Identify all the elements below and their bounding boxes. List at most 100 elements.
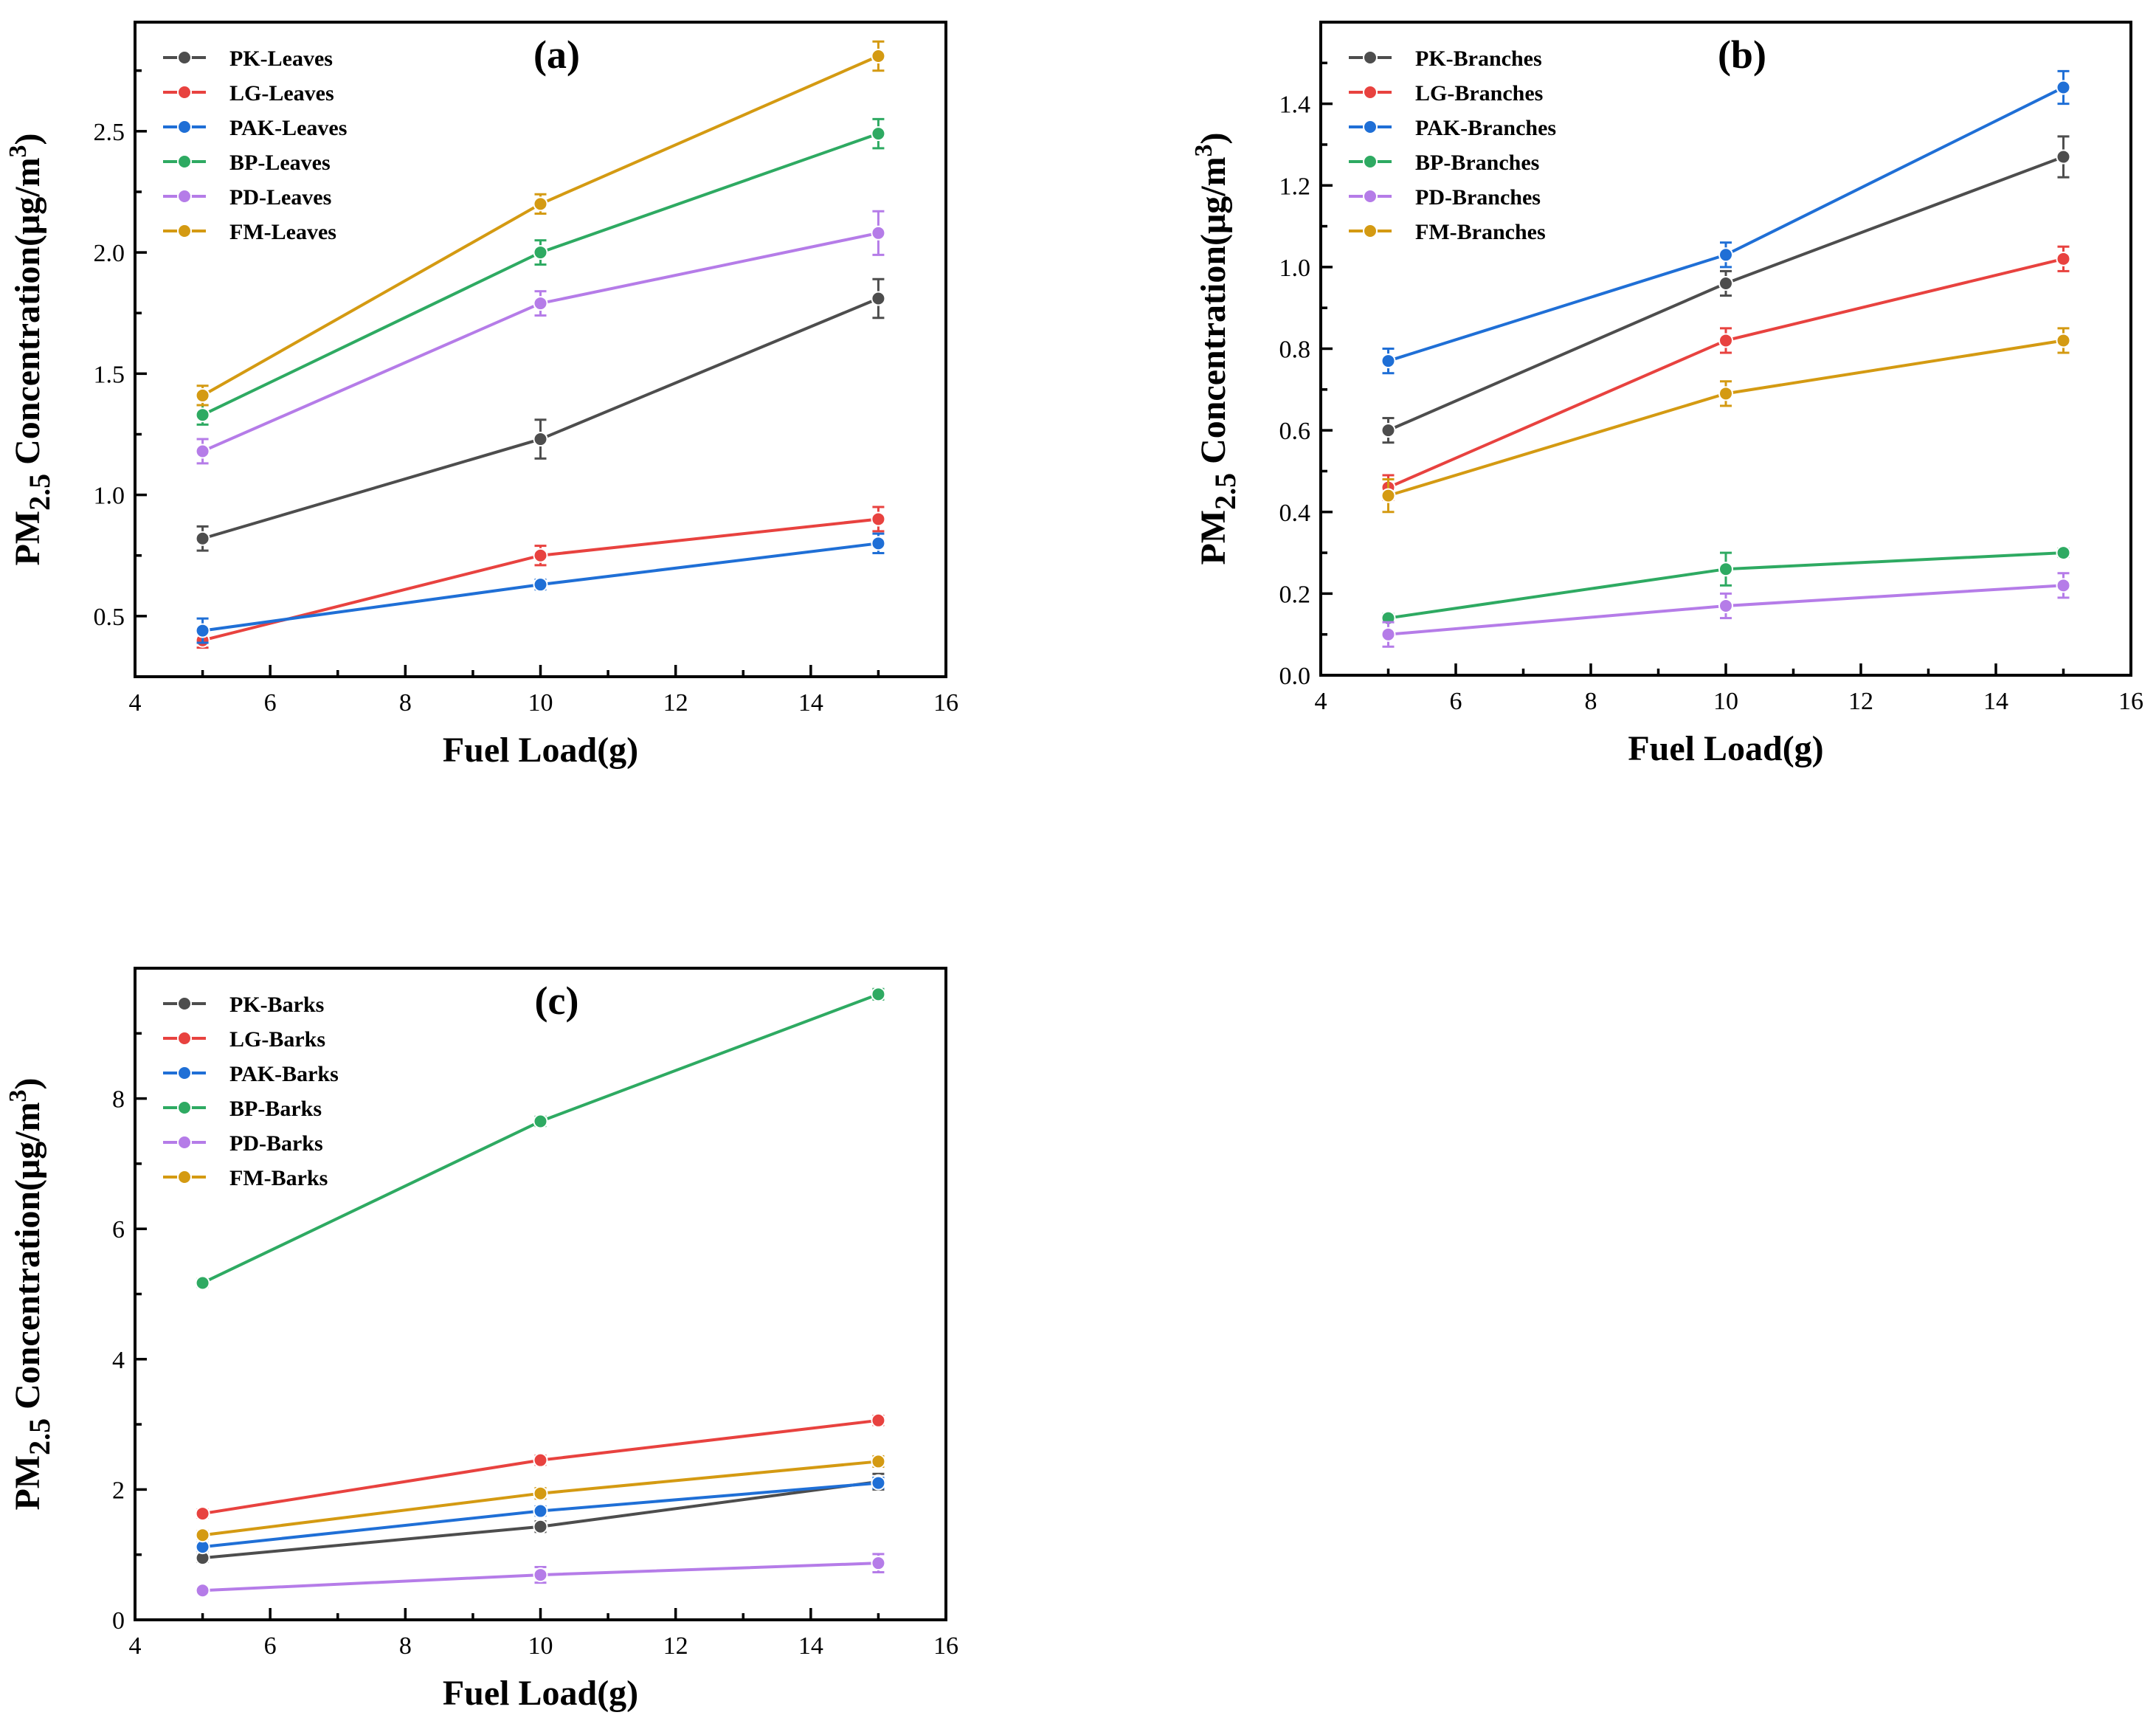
legend-marker xyxy=(1363,189,1378,204)
y-axis-title-superscript: 3 xyxy=(1190,144,1217,156)
panel-b: 4 6 8 10 12 14 16 0.0 0.2 0.4 0.6 0.8 1.0 1.2 1.4 Fuel … xyxy=(1190,21,2143,768)
data-point xyxy=(533,296,548,311)
y-tick-label: 4 xyxy=(112,1347,125,1374)
data-point xyxy=(533,1567,548,1583)
x-tick-label: 6 xyxy=(264,1632,277,1660)
legend-marker xyxy=(1363,85,1378,100)
legend-label: LG-Leaves xyxy=(229,81,334,106)
legend-label: PAK-Barks xyxy=(229,1062,339,1086)
x-tick-label: 14 xyxy=(798,1632,823,1660)
y-tick-label: 0.0 xyxy=(1279,663,1311,690)
y-axis-title-close: ) xyxy=(8,1077,47,1089)
legend-marker xyxy=(1363,224,1378,238)
data-point xyxy=(533,577,548,593)
y-tick-label: 0.5 xyxy=(94,604,125,631)
legend-label: LG-Branches xyxy=(1415,81,1543,106)
data-point xyxy=(871,291,886,306)
y-axis-title-close: ) xyxy=(1194,132,1233,144)
data-point xyxy=(2056,578,2071,593)
data-point xyxy=(1718,386,1733,401)
x-tick-label: 10 xyxy=(528,1632,553,1660)
legend-label: PD-Leaves xyxy=(229,185,331,210)
x-tick-label: 8 xyxy=(1585,688,1597,715)
y-tick-label: 0.8 xyxy=(1279,337,1311,364)
y-tick-label: 1.5 xyxy=(94,361,125,388)
series-pd-barks xyxy=(195,1553,886,1598)
series-line xyxy=(1387,339,2064,497)
series-pak-branches xyxy=(1381,69,2071,375)
x-axis-title: Fuel Load(g) xyxy=(1628,729,1823,768)
x-tick-label: 8 xyxy=(399,1632,412,1660)
x-tick-label: 16 xyxy=(2118,688,2143,715)
data-point xyxy=(871,126,886,142)
y-tick-label: 1.0 xyxy=(1279,255,1311,282)
y-tick-label: 1.0 xyxy=(94,483,125,510)
data-point xyxy=(871,48,886,63)
series-fm-branches xyxy=(1381,327,2071,514)
panel-a: 4 6 8 10 12 14 16 0.5 1.0 1.5 2.0 2.5 Fuel Load(g) PM… xyxy=(4,21,958,770)
x-tick-label: 12 xyxy=(1848,688,1873,715)
y-axis-title-rest: Concentration(μg/m xyxy=(1194,156,1233,473)
x-tick-label: 4 xyxy=(129,1632,142,1660)
y-axis-title-superscript: 3 xyxy=(4,145,32,157)
series-bp-barks xyxy=(195,987,886,1291)
y-axis-title-main: PM xyxy=(8,511,47,566)
data-point xyxy=(195,1506,210,1522)
y-tick-label: 2.5 xyxy=(94,119,125,146)
legend-label: FM-Barks xyxy=(229,1166,328,1190)
legend-label: FM-Leaves xyxy=(229,220,336,244)
data-point xyxy=(871,1454,886,1469)
data-point xyxy=(1381,353,1396,369)
legend-label: PAK-Branches xyxy=(1415,116,1556,140)
y-tick-label: 8 xyxy=(112,1086,125,1114)
data-point xyxy=(871,225,886,241)
data-point xyxy=(195,531,210,546)
x-tick-label: 6 xyxy=(1450,688,1462,715)
data-point xyxy=(871,987,886,1002)
legend-label: FM-Branches xyxy=(1415,220,1546,244)
y-axis-title-superscript: 3 xyxy=(4,1089,32,1102)
data-point xyxy=(871,536,886,551)
x-tick-label: 10 xyxy=(1713,688,1738,715)
x-tick-label: 10 xyxy=(528,689,553,717)
y-tick-label: 2 xyxy=(112,1477,125,1504)
series-line xyxy=(201,132,880,417)
x-axis-title: Fuel Load(g) xyxy=(443,1674,638,1713)
legend-label: PK-Branches xyxy=(1415,46,1542,71)
data-point xyxy=(871,1556,886,1571)
legend-label: PD-Barks xyxy=(229,1131,323,1156)
data-point xyxy=(533,1503,548,1519)
legend-marker xyxy=(177,996,192,1011)
data-point xyxy=(1381,488,1396,503)
legend-marker xyxy=(177,120,192,134)
series-fm-barks xyxy=(195,1454,886,1543)
legend-marker xyxy=(177,224,192,238)
data-point xyxy=(195,444,210,459)
legend-marker xyxy=(177,189,192,204)
y-tick-label: 0.4 xyxy=(1279,500,1311,527)
data-point xyxy=(533,1452,548,1468)
series-fm-leaves xyxy=(195,40,886,407)
x-tick-label: 4 xyxy=(129,689,142,717)
legend-marker xyxy=(1363,120,1378,134)
legend: PK-Leaves LG-Leaves PAK-Leaves BP-Leaves PD-… xyxy=(163,46,347,244)
legend-marker xyxy=(177,1100,192,1115)
data-point xyxy=(1381,627,1396,642)
x-tick-label: 16 xyxy=(933,689,958,717)
series-pk-leaves xyxy=(195,277,886,552)
legend-marker xyxy=(177,1170,192,1184)
y-axis-title-subscript: 2.5 xyxy=(23,474,56,511)
legend-marker xyxy=(177,1031,192,1046)
data-point xyxy=(2056,149,2071,165)
x-axis-title: Fuel Load(g) xyxy=(443,731,638,770)
y-axis-title-subscript: 2.5 xyxy=(1209,473,1242,510)
y-axis-title-subscript: 2.5 xyxy=(23,1418,56,1455)
legend-label: PK-Leaves xyxy=(229,46,333,71)
data-point xyxy=(195,1528,210,1543)
y-tick-label: 1.4 xyxy=(1279,92,1311,119)
legend-marker xyxy=(177,154,192,169)
y-tick-label: 0.2 xyxy=(1279,581,1311,608)
series-pak-leaves xyxy=(195,532,886,644)
series-lg-barks xyxy=(195,1412,886,1522)
